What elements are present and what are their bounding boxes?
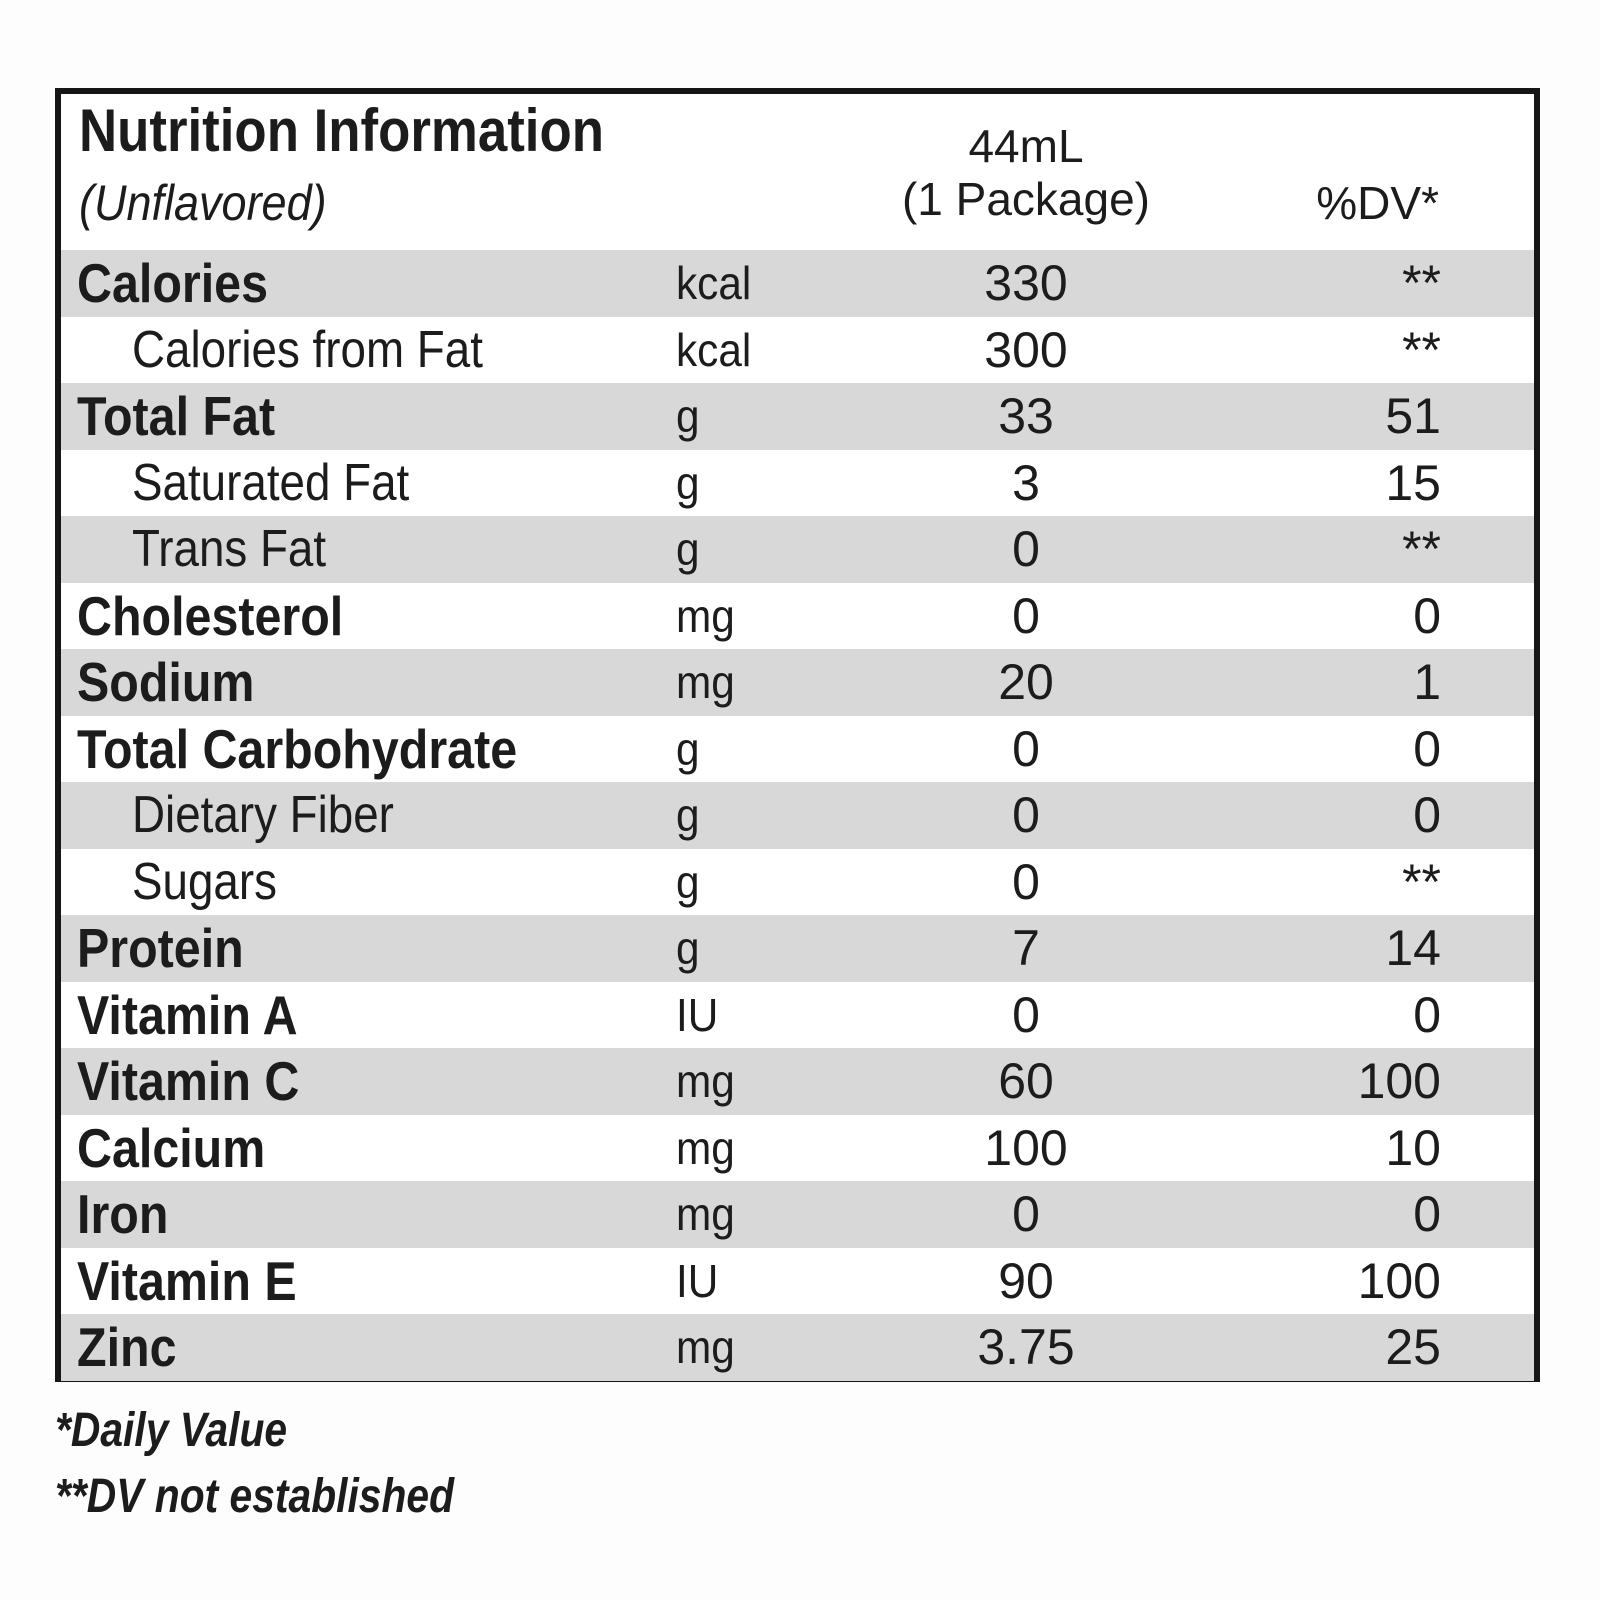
table-row: Protein g 7 14 <box>61 915 1534 982</box>
nutrient-label: Iron <box>77 1183 169 1246</box>
nutrient-label: Sodium <box>77 651 255 714</box>
amount-value: 0 <box>1012 986 1040 1043</box>
nutrient-label: Total Fat <box>77 385 276 448</box>
table-row: Saturated Fat g 3 15 <box>61 449 1534 516</box>
amount-value: 3 <box>1012 454 1040 511</box>
nutrient-unit: IU <box>676 988 719 1041</box>
dv-value: 0 <box>1413 1186 1441 1243</box>
table-row: Dietary Fiber g 0 0 <box>61 782 1534 849</box>
nutrient-label: Total Carbohydrate <box>77 717 518 780</box>
nutrient-label: Saturated Fat <box>132 453 410 512</box>
nutrient-label: Dietary Fiber <box>132 786 394 845</box>
dv-value: 15 <box>1385 454 1441 511</box>
dv-value: ** <box>1402 321 1441 378</box>
amount-value: 300 <box>984 321 1068 378</box>
nutrient-label: Protein <box>77 917 244 980</box>
nutrient-label: Calories <box>77 252 269 315</box>
nutrient-label: Vitamin E <box>77 1249 297 1312</box>
nutrient-unit: g <box>676 722 700 775</box>
amount-value: 100 <box>984 1119 1068 1176</box>
amount-value: 0 <box>1012 1186 1040 1243</box>
amount-value: 90 <box>998 1252 1054 1309</box>
table-row: Calories from Fat kcal 300 ** <box>61 316 1534 383</box>
nutrient-unit: mg <box>676 1321 735 1374</box>
dv-value: 0 <box>1413 986 1441 1043</box>
dv-value: 51 <box>1385 388 1441 445</box>
dv-value: 14 <box>1385 920 1441 977</box>
nutrition-table: Nutrition Information (Unflavored) 44mL … <box>55 88 1540 1382</box>
nutrient-unit: kcal <box>676 323 752 376</box>
table-row: Cholesterol mg 0 0 <box>61 582 1534 649</box>
nutrient-unit: mg <box>676 1121 735 1174</box>
dv-value: ** <box>1402 853 1441 910</box>
table-row: Trans Fat g 0 ** <box>61 516 1534 583</box>
nutrient-label: Vitamin C <box>77 1050 300 1113</box>
table-row: Sugars g 0 ** <box>61 848 1534 915</box>
nutrient-label: Cholesterol <box>77 584 344 647</box>
nutrient-unit: IU <box>676 1254 719 1307</box>
table-row: Total Carbohydrate g 0 0 <box>61 715 1534 782</box>
nutrient-unit: g <box>676 922 700 975</box>
nutrient-unit: mg <box>676 656 735 709</box>
table-row: Vitamin C mg 60 100 <box>61 1048 1534 1115</box>
dv-value: 1 <box>1413 654 1441 711</box>
footnote-daily-value: *Daily Value <box>55 1404 288 1457</box>
amount-value: 0 <box>1012 853 1040 910</box>
table-row: Vitamin E IU 90 100 <box>61 1247 1534 1314</box>
amount-column-header: 44mL (1 Package) <box>851 120 1201 226</box>
amount-value: 0 <box>1012 720 1040 777</box>
nutrient-unit: mg <box>676 1055 735 1108</box>
nutrient-unit: g <box>676 390 700 443</box>
table-row: Total Fat g 33 51 <box>61 383 1534 450</box>
dv-value: 25 <box>1385 1319 1441 1376</box>
nutrient-label: Calcium <box>77 1116 266 1179</box>
amount-value: 3.75 <box>977 1319 1075 1376</box>
nutrient-unit: mg <box>676 1188 735 1241</box>
nutrient-label: Trans Fat <box>132 520 327 579</box>
nutrient-unit: g <box>676 523 700 576</box>
nutrient-unit: kcal <box>676 257 752 310</box>
dv-value: ** <box>1402 255 1441 312</box>
dv-column-header: %DV* <box>1316 177 1439 229</box>
amount-value: 0 <box>1012 787 1040 844</box>
nutrient-label: Vitamin A <box>77 983 298 1046</box>
amount-value: 60 <box>998 1053 1054 1110</box>
table-row: Vitamin A IU 0 0 <box>61 981 1534 1048</box>
dv-value: 0 <box>1413 720 1441 777</box>
table-row: Sodium mg 20 1 <box>61 649 1534 716</box>
dv-value: 100 <box>1357 1053 1441 1110</box>
nutrient-label: Zinc <box>77 1316 177 1379</box>
amount-value: 0 <box>1012 587 1040 644</box>
table-row: Calories kcal 330 ** <box>61 250 1534 317</box>
amount-value: 7 <box>1012 920 1040 977</box>
footnote-dv-not-established: **DV not established <box>55 1470 455 1523</box>
nutrient-rows: Calories kcal 330 ** Calories from Fat k… <box>61 250 1534 1381</box>
dv-value: 10 <box>1385 1119 1441 1176</box>
nutrient-unit: g <box>676 456 700 509</box>
nutrient-unit: g <box>676 789 700 842</box>
table-header: Nutrition Information (Unflavored) 44mL … <box>61 94 1534 250</box>
table-row: Iron mg 0 0 <box>61 1181 1534 1248</box>
footnotes: *Daily Value **DV not established <box>55 1398 524 1530</box>
dv-value: ** <box>1402 521 1441 578</box>
amount-value: 330 <box>984 255 1068 312</box>
nutrient-label: Calories from Fat <box>132 320 483 379</box>
amount-value: 20 <box>998 654 1054 711</box>
nutrient-unit: g <box>676 855 700 908</box>
nutrient-unit: mg <box>676 589 735 642</box>
amount-value: 33 <box>998 388 1054 445</box>
amount-value: 0 <box>1012 521 1040 578</box>
table-row: Zinc mg 3.75 25 <box>61 1314 1534 1381</box>
table-row: Calcium mg 100 10 <box>61 1114 1534 1181</box>
page-title: Nutrition Information <box>79 97 604 164</box>
serving-package: (1 Package) <box>901 173 1150 225</box>
flavor-subtitle: (Unflavored) <box>79 175 327 231</box>
nutrient-label: Sugars <box>132 852 277 911</box>
dv-value: 100 <box>1357 1252 1441 1309</box>
serving-size: 44mL <box>968 120 1084 172</box>
dv-value: 0 <box>1413 787 1441 844</box>
dv-value: 0 <box>1413 587 1441 644</box>
